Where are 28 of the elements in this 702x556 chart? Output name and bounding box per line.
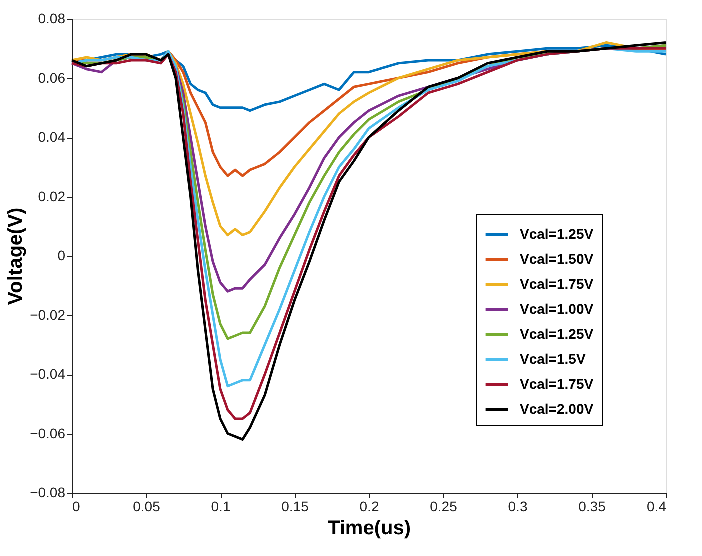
y-tick-label: −0.02 — [30, 306, 66, 323]
x-tick-label: 0.3 — [508, 498, 528, 514]
y-tick-label: 0.04 — [38, 129, 66, 145]
legend-label: Vcal=1.00V — [520, 301, 594, 317]
legend-label: Vcal=1.5V — [520, 351, 586, 367]
y-tick-label: 0 — [58, 248, 66, 264]
x-axis-title: Time(us) — [328, 518, 411, 540]
y-tick-label: −0.06 — [30, 425, 66, 442]
y-axis-title: Voltage(V) — [5, 208, 28, 306]
x-tick-label: 0.25 — [430, 498, 458, 514]
legend-label: Vcal=1.25V — [520, 226, 594, 242]
x-tick-label: 0.15 — [282, 498, 310, 514]
legend-label: Vcal=1.75V — [520, 376, 594, 392]
legend-label: Vcal=2.00V — [520, 401, 594, 417]
x-tick-label: 0.35 — [578, 498, 606, 514]
legend-label: Vcal=1.25V — [520, 326, 594, 342]
x-tick-label: 0.2 — [360, 498, 380, 514]
y-tick-label: −0.08 — [30, 484, 66, 500]
legend-label: Vcal=1.75V — [520, 276, 594, 292]
y-tick-label: −0.04 — [30, 366, 66, 382]
x-tick-label: 0.1 — [211, 498, 231, 514]
x-tick-label: 0.4 — [647, 498, 667, 514]
legend-label: Vcal=1.50V — [520, 251, 594, 267]
y-tick-label: 0.08 — [38, 10, 66, 26]
x-tick-label: 0.05 — [133, 498, 161, 514]
y-tick-label: 0.06 — [38, 70, 66, 86]
y-tick-label: 0.02 — [38, 188, 66, 204]
x-tick-label: 0 — [72, 498, 80, 514]
